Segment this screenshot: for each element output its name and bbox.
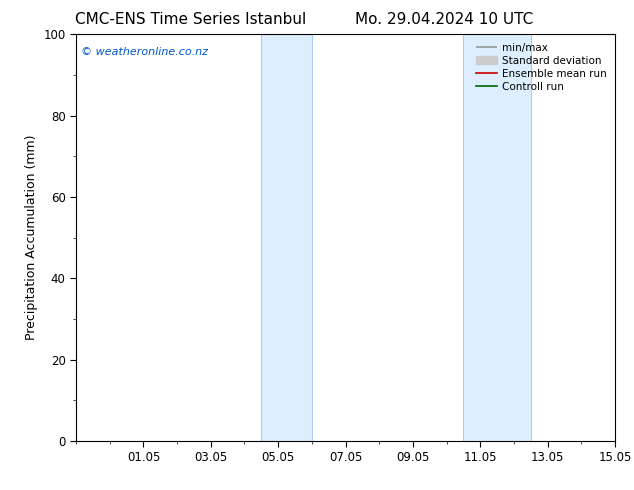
- Text: © weatheronline.co.nz: © weatheronline.co.nz: [81, 47, 209, 56]
- Bar: [261, 34, 312, 441]
- Text: Mo. 29.04.2024 10 UTC: Mo. 29.04.2024 10 UTC: [354, 12, 533, 27]
- Text: CMC-ENS Time Series Istanbul: CMC-ENS Time Series Istanbul: [75, 12, 306, 27]
- Legend: min/max, Standard deviation, Ensemble mean run, Controll run: min/max, Standard deviation, Ensemble me…: [472, 39, 611, 96]
- Bar: [463, 34, 531, 441]
- Y-axis label: Precipitation Accumulation (mm): Precipitation Accumulation (mm): [25, 135, 38, 341]
